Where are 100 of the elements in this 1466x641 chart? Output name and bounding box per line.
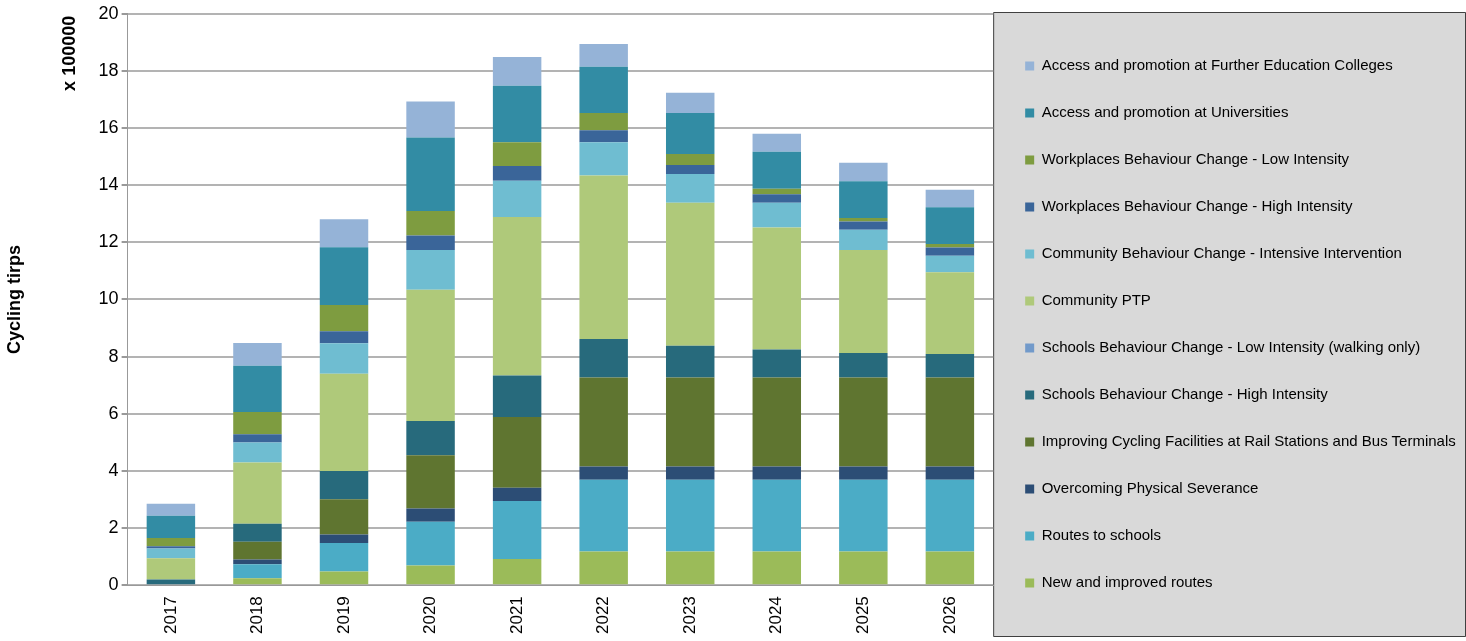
bar bbox=[406, 137, 455, 211]
bar bbox=[925, 466, 975, 480]
bar bbox=[406, 101, 455, 138]
bar bbox=[665, 479, 715, 552]
bar bbox=[319, 470, 369, 500]
bar bbox=[319, 343, 369, 374]
bar bbox=[319, 542, 369, 572]
text: x 100000 bbox=[58, 15, 79, 91]
bar bbox=[752, 194, 802, 203]
bar bbox=[319, 331, 369, 344]
bar bbox=[406, 565, 455, 585]
x-tick-label: 2017 bbox=[160, 596, 180, 635]
x-tick-label: 2026 bbox=[939, 596, 959, 635]
x-tick-label: 2019 bbox=[333, 596, 353, 635]
bar bbox=[406, 250, 455, 290]
bar bbox=[146, 548, 196, 559]
x-tick-label: 2025 bbox=[853, 596, 873, 635]
bar bbox=[752, 151, 802, 189]
bar bbox=[579, 44, 628, 67]
y-tick-label: 14 bbox=[98, 174, 119, 195]
legend-label: Improving Cycling Facilities at Rail Stations and Bus Terminals bbox=[1041, 432, 1456, 450]
legend-label: Schools Behaviour Change - High Intensity bbox=[1041, 385, 1329, 403]
y-tick-label: 12 bbox=[98, 231, 119, 252]
x-tick-label: 2018 bbox=[247, 596, 267, 635]
bar bbox=[579, 479, 628, 552]
y-tick-label: 2 bbox=[108, 517, 119, 538]
bar bbox=[752, 377, 802, 467]
legend-label: New and improved routes bbox=[1041, 573, 1213, 591]
legend-label: Community Behaviour Change - Intensive Intervention bbox=[1041, 244, 1402, 262]
bar bbox=[406, 455, 455, 509]
bar bbox=[319, 304, 369, 332]
y-tick-label: 6 bbox=[108, 402, 119, 423]
bar bbox=[665, 164, 715, 175]
x-tick-label: 2021 bbox=[506, 596, 526, 635]
bar bbox=[579, 130, 628, 143]
bar bbox=[406, 210, 455, 236]
bar bbox=[492, 416, 542, 488]
y-tick-label: 16 bbox=[98, 117, 119, 138]
bar bbox=[579, 112, 628, 131]
bar bbox=[839, 551, 888, 585]
bar bbox=[925, 189, 975, 208]
bar bbox=[492, 216, 542, 376]
legend-label: Workplaces Behaviour Change - Low Intensity bbox=[1041, 150, 1350, 168]
y-tick-label: 20 bbox=[98, 2, 119, 23]
bar bbox=[752, 202, 802, 228]
bar bbox=[925, 255, 975, 273]
x-tick-label: 2022 bbox=[593, 596, 613, 635]
bar bbox=[146, 558, 196, 580]
bar bbox=[925, 479, 975, 552]
y-tick-label: 4 bbox=[108, 459, 119, 480]
bar bbox=[665, 112, 715, 155]
bar bbox=[925, 551, 975, 585]
bar bbox=[406, 235, 455, 251]
legend-label: Workplaces Behaviour Change - High Intensity bbox=[1041, 197, 1353, 215]
x-tick-label: 2024 bbox=[766, 596, 786, 635]
bar bbox=[839, 229, 888, 251]
bar bbox=[579, 142, 628, 176]
bar bbox=[146, 503, 196, 516]
bar bbox=[406, 508, 455, 522]
bar bbox=[319, 571, 369, 585]
bar bbox=[406, 521, 455, 566]
bar bbox=[406, 289, 455, 421]
bar bbox=[839, 466, 888, 480]
bar bbox=[319, 373, 369, 471]
bar bbox=[233, 541, 282, 560]
bar bbox=[233, 523, 282, 542]
bar bbox=[839, 221, 888, 230]
bar bbox=[406, 420, 455, 456]
bar bbox=[319, 219, 369, 248]
bar bbox=[492, 180, 542, 217]
bar bbox=[925, 247, 975, 256]
bar bbox=[665, 345, 715, 378]
bar bbox=[665, 174, 715, 203]
bar bbox=[492, 142, 542, 167]
bar bbox=[839, 250, 888, 353]
bar bbox=[752, 133, 802, 152]
bar bbox=[665, 92, 715, 113]
legend-label: Community PTP bbox=[1041, 291, 1151, 309]
y-tick-label: 0 bbox=[108, 574, 119, 595]
bar bbox=[925, 354, 975, 378]
bar bbox=[492, 375, 542, 417]
bar bbox=[233, 434, 282, 443]
bar bbox=[233, 462, 282, 524]
legend-label: Access and promotion at Further Education Colleges bbox=[1041, 56, 1393, 74]
bar bbox=[233, 412, 282, 435]
bar bbox=[665, 377, 715, 467]
y-tick-label: 10 bbox=[98, 288, 119, 309]
legend-label: Access and promotion at Universities bbox=[1041, 103, 1289, 121]
bar bbox=[752, 227, 802, 350]
bar bbox=[492, 500, 542, 559]
y-axis-title: Cycling tirps bbox=[3, 244, 24, 355]
bar bbox=[146, 538, 196, 547]
bar bbox=[233, 442, 282, 463]
bar bbox=[579, 175, 628, 339]
bar bbox=[492, 558, 542, 585]
x-tick-label: 2020 bbox=[420, 596, 440, 635]
bar bbox=[233, 365, 282, 413]
y-tick-label: 18 bbox=[98, 59, 119, 80]
bar bbox=[233, 578, 282, 585]
bar bbox=[579, 377, 628, 467]
